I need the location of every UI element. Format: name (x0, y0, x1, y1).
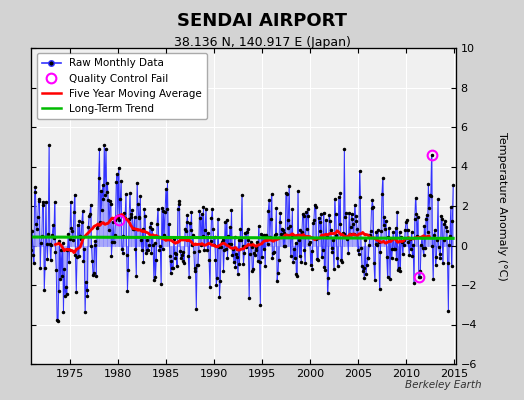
Text: 38.136 N, 140.917 E (Japan): 38.136 N, 140.917 E (Japan) (173, 36, 351, 49)
Text: Berkeley Earth: Berkeley Earth (406, 380, 482, 390)
Text: SENDAI AIRPORT: SENDAI AIRPORT (177, 12, 347, 30)
Y-axis label: Temperature Anomaly (°C): Temperature Anomaly (°C) (497, 132, 507, 280)
Legend: Raw Monthly Data, Quality Control Fail, Five Year Moving Average, Long-Term Tren: Raw Monthly Data, Quality Control Fail, … (37, 53, 207, 119)
